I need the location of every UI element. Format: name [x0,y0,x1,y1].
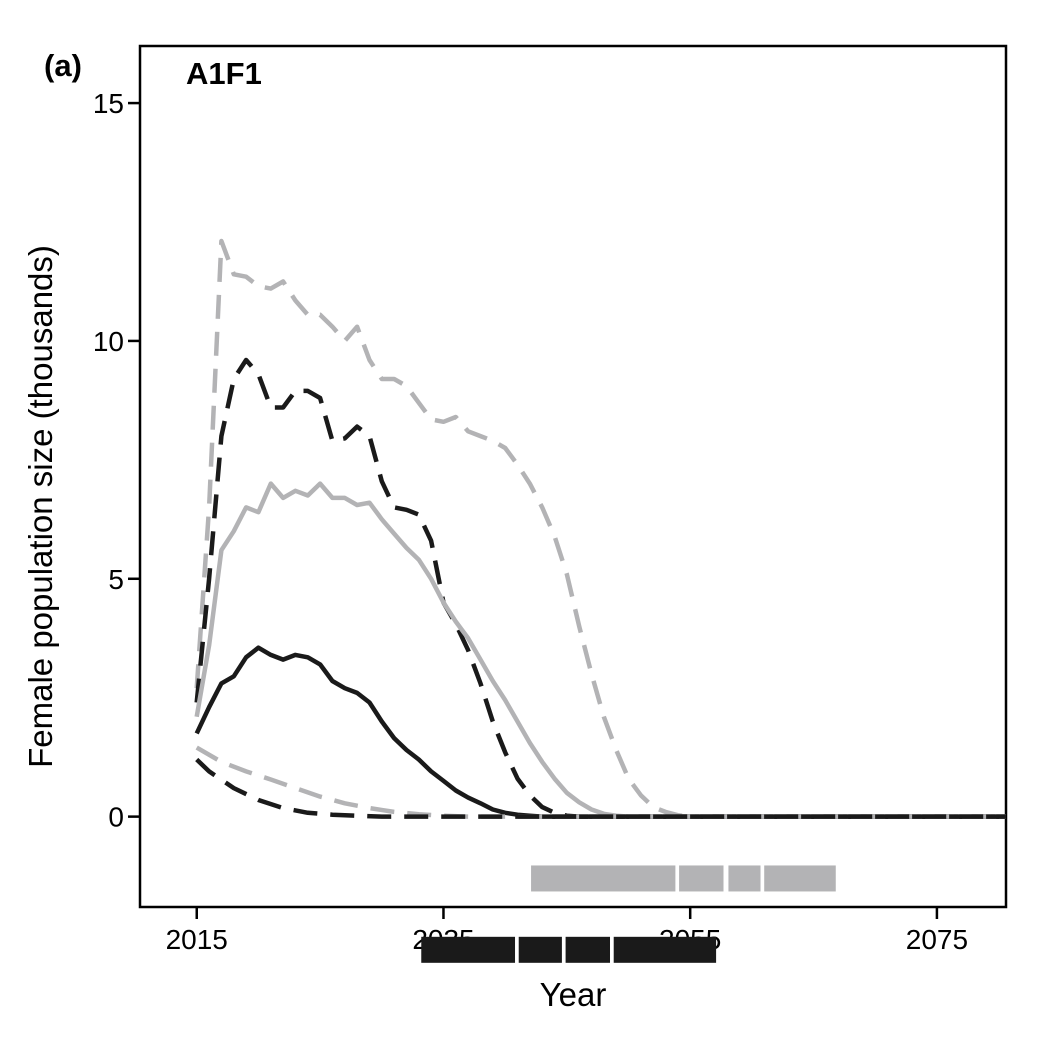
y-tick-label: 5 [108,564,124,595]
interval-bar-segment [531,865,676,892]
series-line [194,645,1006,819]
chart-title: A1F1 [186,56,262,91]
interval-bar-segment [679,865,724,892]
y-axis-title: Female population size (thousands) [22,245,59,768]
series-line [195,757,1006,819]
series-line [195,745,1006,819]
interval-bar-segment [613,936,717,963]
series-line [194,238,1006,819]
x-tick-label: 2075 [906,924,968,955]
y-tick-label: 10 [93,326,124,357]
x-axis-title: Year [540,976,607,1013]
interval-bar-segment [518,936,562,963]
interval-bar-segment [764,865,836,892]
y-tick-label: 0 [108,802,124,833]
plot-frame [138,44,1008,909]
series-line [194,357,1006,819]
series-line [194,481,1006,819]
y-tick-label: 15 [93,88,124,119]
interval-bar-segment [421,936,516,963]
interval-bar-segment [565,936,611,963]
panel-label: (a) [44,48,82,83]
interval-bar-segment [728,865,761,892]
x-tick-label: 2015 [166,924,228,955]
